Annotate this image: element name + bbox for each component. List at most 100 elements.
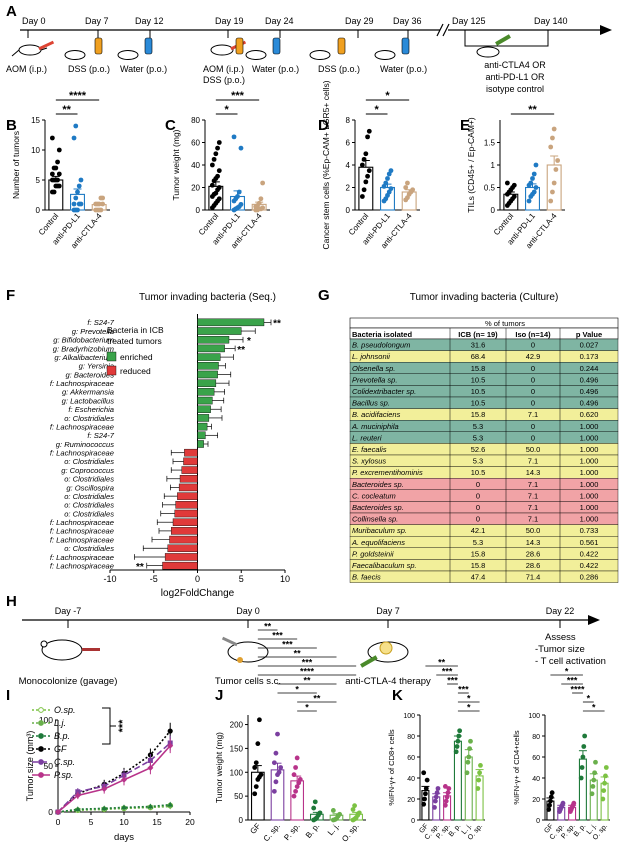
p-value: 0.173 (580, 352, 599, 361)
data-point (590, 784, 596, 789)
icb-value: 0 (476, 503, 480, 512)
data-point (504, 180, 510, 186)
x-tick-label: 5 (89, 817, 94, 827)
data-point (475, 786, 481, 791)
bar (270, 769, 285, 821)
significance-label: * (467, 703, 471, 713)
significance-label: * (225, 104, 230, 116)
data-point (317, 810, 323, 816)
treatment-label: Water (p.o.) (380, 64, 427, 74)
bacteria-name: Olsenella sp. (352, 364, 395, 373)
bar (197, 362, 219, 370)
day-label: Day 7 (85, 16, 109, 26)
bacteria-name: A. equolifaciens (351, 538, 405, 547)
treatment-label: DSS (p.o.) (203, 75, 245, 85)
icb-value: 10.5 (471, 468, 486, 477)
iso-value: 0 (531, 399, 535, 408)
series-line (57, 745, 171, 813)
data-point (147, 757, 153, 763)
y-tick-label: f: Lachnospiraceae (50, 553, 114, 562)
p-value: 0.496 (580, 387, 599, 396)
data-point (260, 205, 266, 211)
data-point (275, 731, 280, 737)
data-point (457, 728, 463, 734)
data-point (433, 794, 439, 800)
data-point (350, 807, 356, 812)
p-value: 0.244 (580, 364, 599, 373)
timeline-break-2 (442, 23, 450, 37)
x-tick-label: GF (543, 823, 555, 835)
significance-bracket (102, 707, 116, 745)
data-point (53, 165, 59, 171)
p-value: 0.286 (580, 573, 599, 582)
data-point (56, 147, 62, 153)
assess-label: - T cell activation (535, 656, 606, 667)
data-point (434, 790, 440, 796)
bar (184, 448, 198, 457)
bacteria-name: Bacteroides sp. (352, 480, 404, 489)
data-point (51, 189, 57, 195)
y-tick-label: 0 (196, 206, 201, 215)
data-point (582, 733, 588, 739)
data-point (278, 765, 284, 770)
timeline-h-arrow (588, 615, 600, 625)
data-point (147, 764, 154, 771)
table-g: Tumor invading bacteria (Culture) % of tu… (349, 292, 619, 583)
icb-value: 0 (476, 480, 480, 489)
data-point (252, 791, 258, 797)
column-header: p Value (576, 330, 602, 339)
y-tick-label: 40 (407, 776, 415, 783)
significance-label: *** (567, 676, 578, 686)
legend-marker (38, 759, 44, 765)
significance-label: *** (231, 90, 245, 102)
bar (197, 440, 204, 448)
bacteria-name: Prevotella sp. (352, 375, 397, 384)
x-tick-label: -5 (150, 574, 158, 584)
data-point (258, 196, 264, 202)
x-tick-label: GF (248, 821, 262, 835)
data-point (167, 728, 173, 734)
data-point (74, 792, 81, 799)
icb-value: 52.6 (471, 445, 486, 454)
x-tick-label: GF (418, 823, 430, 835)
significance-label: ** (136, 562, 144, 573)
bacteria-name: Muribaculum sp. (352, 526, 407, 535)
y-tick-label: 60 (532, 755, 540, 762)
data-point (445, 790, 451, 796)
mouse-icon (11, 40, 55, 57)
x-tick-label: P. sp. (282, 822, 301, 843)
iso-value: 7.1 (528, 480, 538, 489)
data-point (550, 189, 555, 195)
data-point (49, 171, 55, 177)
legend-label: P.sp. (54, 770, 73, 780)
column-header: Bacteria isolated (352, 330, 412, 339)
y-tick-label: 0 (239, 816, 244, 825)
data-point (253, 784, 259, 789)
data-point (271, 760, 277, 766)
bacteria-name: P. excrementihominis (352, 468, 423, 477)
p-value: 1.000 (580, 480, 599, 489)
significance-label: * (305, 703, 309, 713)
data-point (546, 807, 552, 812)
data-point (56, 171, 62, 177)
significance-label: * (467, 694, 471, 704)
iso-value: 50.0 (526, 445, 541, 454)
data-point (352, 803, 357, 809)
data-point (555, 158, 561, 163)
significance-label: ** (237, 345, 245, 356)
y-tick-label: f: Lachnospiraceae (50, 518, 114, 527)
timeline-break-1 (436, 23, 444, 37)
data-point (550, 135, 555, 141)
data-point (388, 168, 394, 174)
data-point (147, 803, 154, 809)
data-point (422, 796, 427, 802)
day-label: Day 0 (236, 606, 260, 616)
panel-letter-h: H (6, 593, 17, 610)
panel-letter-b: B (6, 117, 17, 134)
y-tick-label: 50 (44, 761, 54, 771)
data-point (580, 754, 586, 760)
bar (175, 501, 198, 509)
table-row (349, 570, 619, 583)
data-point (533, 162, 539, 168)
